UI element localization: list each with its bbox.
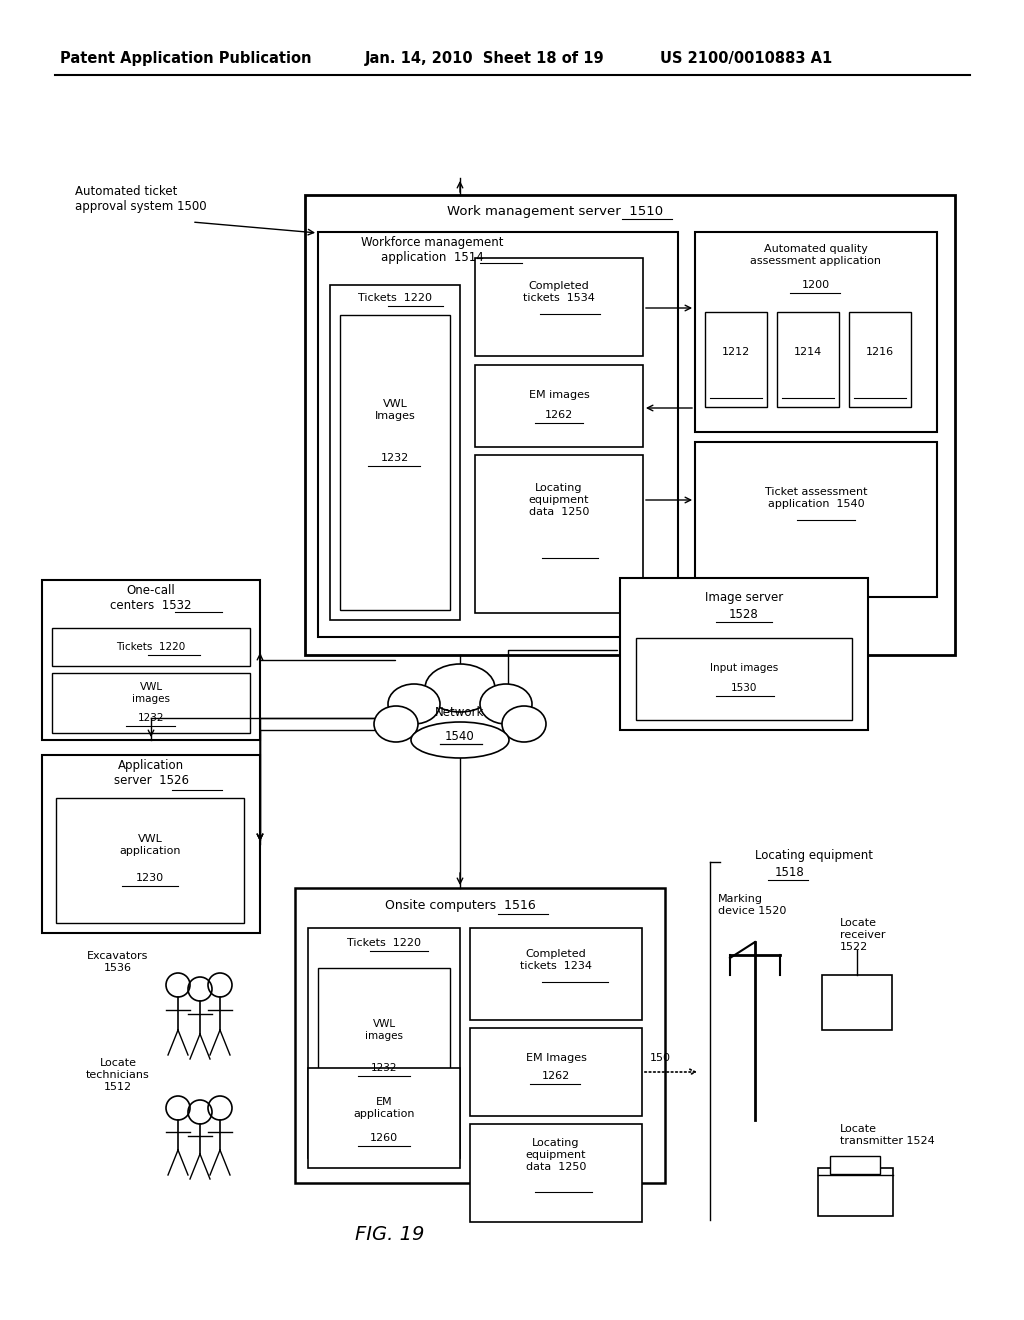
Bar — [56, 799, 244, 923]
Text: Patent Application Publication: Patent Application Publication — [60, 50, 311, 66]
Bar — [830, 1156, 880, 1173]
Text: EM Images: EM Images — [525, 1053, 587, 1063]
Text: 1260: 1260 — [370, 1133, 398, 1143]
Ellipse shape — [480, 684, 532, 723]
Bar — [705, 312, 767, 407]
Bar — [318, 968, 450, 1123]
Text: Locating equipment: Locating equipment — [755, 849, 873, 862]
Text: 1518: 1518 — [775, 866, 805, 879]
Text: VWL
images: VWL images — [365, 1019, 403, 1040]
Text: 1262: 1262 — [542, 1071, 570, 1081]
Text: Tickets  1220: Tickets 1220 — [117, 642, 185, 652]
Text: Locate
technicians
1512: Locate technicians 1512 — [86, 1059, 150, 1092]
Text: VWL
application: VWL application — [119, 834, 181, 855]
Text: Automated ticket
approval system 1500: Automated ticket approval system 1500 — [75, 185, 207, 213]
Text: 1232: 1232 — [371, 1063, 397, 1073]
Bar — [42, 579, 260, 741]
Text: Work management server  1510: Work management server 1510 — [446, 206, 664, 219]
Bar — [475, 257, 643, 356]
Bar — [822, 975, 892, 1030]
Bar — [636, 638, 852, 719]
Bar — [52, 628, 250, 667]
Text: FIG. 19: FIG. 19 — [355, 1225, 425, 1245]
Text: 1212: 1212 — [722, 347, 751, 356]
Bar — [318, 232, 678, 638]
Ellipse shape — [502, 706, 546, 742]
Bar — [52, 673, 250, 733]
Text: 1262: 1262 — [545, 411, 573, 420]
Text: Excavators
1536: Excavators 1536 — [87, 952, 148, 973]
Text: One-call
centers  1532: One-call centers 1532 — [111, 583, 191, 612]
Text: Input images: Input images — [710, 663, 778, 673]
Text: 1530: 1530 — [731, 682, 757, 693]
Bar — [695, 232, 937, 432]
Text: Network: Network — [435, 706, 484, 719]
Ellipse shape — [374, 706, 418, 742]
Text: VWL
images: VWL images — [132, 682, 170, 704]
Bar — [330, 285, 460, 620]
Bar — [42, 755, 260, 933]
Text: 150: 150 — [649, 1053, 671, 1063]
Bar — [295, 888, 665, 1183]
Text: 1230: 1230 — [136, 873, 164, 883]
Bar — [475, 366, 643, 447]
Text: Ticket assessment
application  1540: Ticket assessment application 1540 — [765, 487, 867, 508]
Text: 1214: 1214 — [794, 347, 822, 356]
Text: Locate
receiver
1522: Locate receiver 1522 — [840, 919, 886, 952]
Text: Tickets  1220: Tickets 1220 — [347, 939, 421, 948]
Text: VWL
Images: VWL Images — [375, 399, 416, 421]
Bar — [777, 312, 839, 407]
Text: 1216: 1216 — [866, 347, 894, 356]
Text: Locating
equipment
data  1250: Locating equipment data 1250 — [528, 483, 589, 516]
Text: EM images: EM images — [528, 389, 590, 400]
Bar — [849, 312, 911, 407]
Text: Onsite computers  1516: Onsite computers 1516 — [385, 899, 536, 912]
Bar — [470, 1028, 642, 1115]
Bar — [470, 1125, 642, 1222]
Text: Jan. 14, 2010  Sheet 18 of 19: Jan. 14, 2010 Sheet 18 of 19 — [365, 50, 604, 66]
Text: Tickets  1220: Tickets 1220 — [358, 293, 432, 304]
Text: 1540: 1540 — [445, 730, 475, 742]
Text: 1528: 1528 — [729, 607, 759, 620]
Text: Locate
transmitter 1524: Locate transmitter 1524 — [840, 1125, 935, 1146]
Text: Workforce management
application  1514: Workforce management application 1514 — [360, 236, 503, 264]
Bar — [475, 455, 643, 612]
Bar — [470, 928, 642, 1020]
Text: Application
server  1526: Application server 1526 — [114, 759, 188, 787]
Text: 1232: 1232 — [138, 713, 164, 723]
Bar — [818, 1168, 893, 1216]
Ellipse shape — [425, 664, 495, 711]
Text: US 2100/0010883 A1: US 2100/0010883 A1 — [660, 50, 833, 66]
Bar — [340, 315, 450, 610]
Text: Image server: Image server — [705, 591, 783, 605]
Bar — [305, 195, 955, 655]
Bar — [308, 1068, 460, 1168]
Ellipse shape — [411, 722, 509, 758]
Text: EM
application: EM application — [353, 1097, 415, 1119]
Bar — [308, 928, 460, 1158]
Text: 1232: 1232 — [381, 453, 410, 463]
Text: Automated quality
assessment application: Automated quality assessment application — [751, 244, 882, 265]
Text: Marking
device 1520: Marking device 1520 — [718, 894, 786, 916]
Text: 1200: 1200 — [802, 280, 830, 290]
Text: Completed
tickets  1534: Completed tickets 1534 — [523, 281, 595, 302]
Bar — [620, 578, 868, 730]
Text: Completed
tickets  1234: Completed tickets 1234 — [520, 949, 592, 970]
Bar — [695, 442, 937, 597]
Text: Locating
equipment
data  1250: Locating equipment data 1250 — [525, 1138, 587, 1172]
Ellipse shape — [388, 684, 440, 723]
